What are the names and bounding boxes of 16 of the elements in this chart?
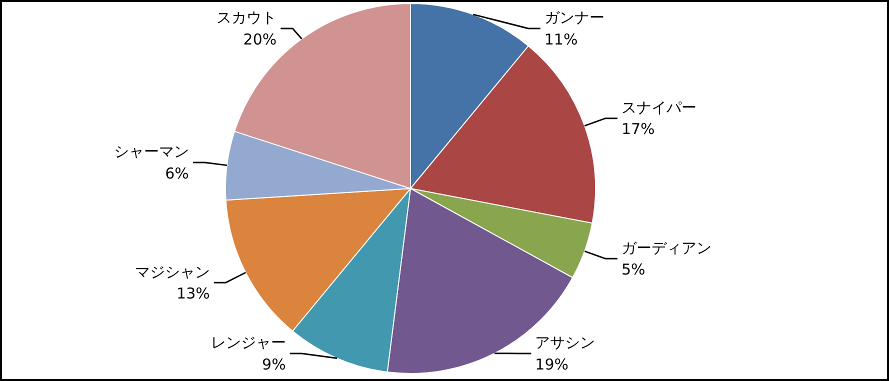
slice-label: アサシン [535, 334, 596, 352]
data-label: 6% [165, 164, 189, 182]
data-label: 17% [621, 120, 655, 138]
data-label: 11% [544, 30, 578, 48]
slice-label: レンジャー [210, 334, 286, 352]
data-label: 13% [176, 284, 210, 302]
slice-label: ガンナー [544, 8, 604, 27]
data-label: 20% [243, 30, 277, 48]
data-label: 9% [262, 355, 286, 374]
slice-label: スナイパー [621, 98, 696, 117]
slice-label: スカウト [216, 8, 277, 27]
slice-label: ガーディアン [621, 238, 712, 257]
data-label: 19% [535, 355, 569, 374]
data-label: 5% [621, 260, 646, 278]
slice-label: マジシャン [134, 262, 210, 281]
slice-label: シャーマン [114, 142, 189, 161]
